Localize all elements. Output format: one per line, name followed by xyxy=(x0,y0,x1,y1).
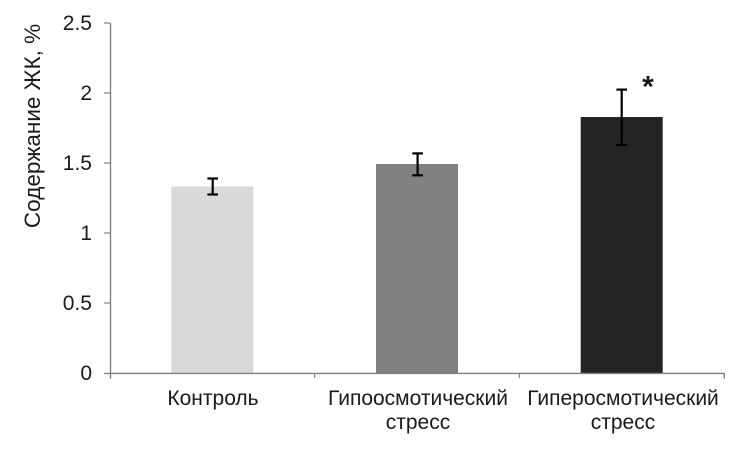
svg-text:Контроль: Контроль xyxy=(167,387,258,410)
svg-text:*: * xyxy=(642,71,654,104)
svg-text:стресс: стресс xyxy=(386,411,450,434)
svg-text:Гипоосмотический: Гипоосмотический xyxy=(328,387,508,410)
svg-text:0.5: 0.5 xyxy=(63,292,92,315)
svg-text:0: 0 xyxy=(80,362,92,385)
svg-text:1: 1 xyxy=(80,222,92,245)
svg-text:1.5: 1.5 xyxy=(63,152,92,175)
svg-text:Содержание ЖК, %: Содержание ЖК, % xyxy=(20,24,45,228)
svg-text:2: 2 xyxy=(80,82,92,105)
svg-text:стресс: стресс xyxy=(591,411,655,434)
svg-text:Гиперосмотический: Гиперосмотический xyxy=(527,387,719,410)
svg-text:2.5: 2.5 xyxy=(63,12,92,35)
